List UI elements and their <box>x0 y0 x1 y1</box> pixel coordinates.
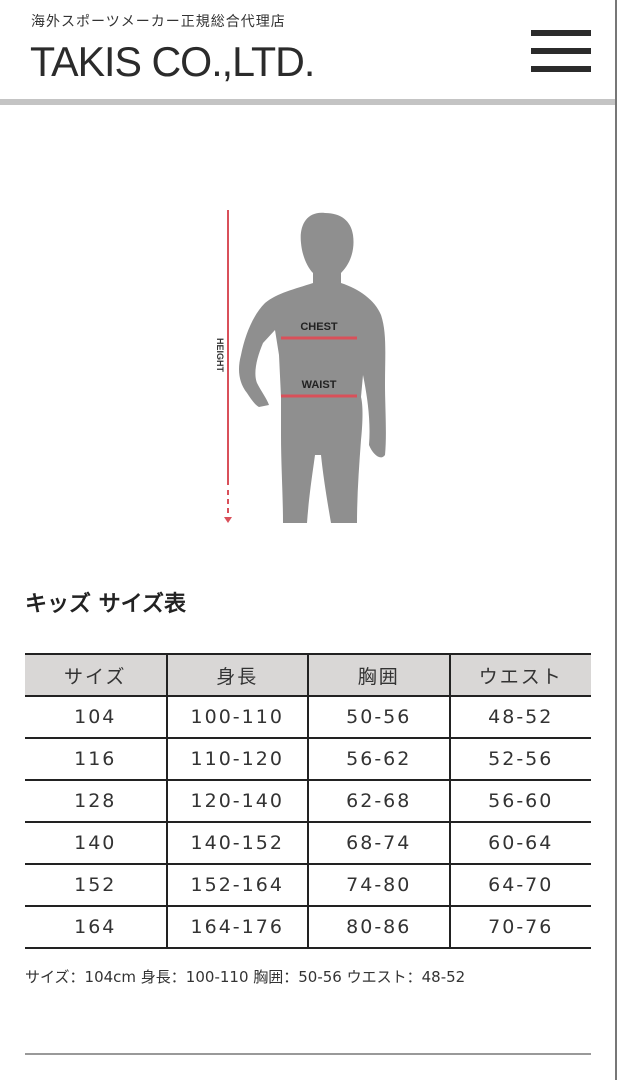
table-row: 104 100-110 50-56 48-52 <box>25 696 591 739</box>
tagline: 海外スポーツメーカー正規総合代理店 <box>31 14 286 30</box>
header-waist: ウエスト <box>448 653 591 697</box>
cell-waist: 48-52 <box>448 696 591 739</box>
size-note: サイズ：104cm 身長：100-110 胸囲：50-56 ウエスト：48-52 <box>25 968 466 986</box>
table-row: 140 140-152 68-74 60-64 <box>25 822 591 865</box>
cell-chest: 68-74 <box>307 822 451 865</box>
cell-chest: 62-68 <box>307 780 451 823</box>
right-border <box>615 0 617 1080</box>
cell-waist: 56-60 <box>448 780 591 823</box>
header-height: 身長 <box>165 653 309 697</box>
cell-waist: 70-76 <box>448 906 591 949</box>
table-row: 164 164-176 80-86 70-76 <box>25 906 591 949</box>
cell-chest: 50-56 <box>307 696 451 739</box>
table-row: 116 110-120 56-62 52-56 <box>25 738 591 781</box>
waist-label: WAIST <box>302 379 337 391</box>
cell-size: 128 <box>25 780 168 823</box>
table-row: 152 152-164 74-80 64-70 <box>25 864 591 907</box>
cell-height: 120-140 <box>165 780 309 823</box>
cell-chest: 80-86 <box>307 906 451 949</box>
cell-height: 100-110 <box>165 696 309 739</box>
header-size: サイズ <box>25 653 168 697</box>
child-silhouette <box>239 212 386 524</box>
cell-size: 104 <box>25 696 168 739</box>
body-measurement-figure: HEIGHT CHEST WAIST <box>215 210 386 524</box>
cell-height: 152-164 <box>165 864 309 907</box>
cell-size: 116 <box>25 738 168 781</box>
logo[interactable]: TAKIS CO.,LTD. <box>30 38 315 85</box>
cell-height: 140-152 <box>165 822 309 865</box>
table-header-row: サイズ 身長 胸囲 ウエスト <box>25 653 591 697</box>
size-table: サイズ 身長 胸囲 ウエスト 104 100-110 50-56 48-52 116 11… <box>25 653 591 949</box>
cell-waist: 64-70 <box>448 864 591 907</box>
cell-waist: 60-64 <box>448 822 591 865</box>
bottom-divider <box>25 1053 591 1055</box>
cell-height: 110-120 <box>165 738 309 781</box>
cell-chest: 56-62 <box>307 738 451 781</box>
section-title: キッズ サイズ表 <box>25 592 186 617</box>
cell-size: 140 <box>25 822 168 865</box>
cell-size: 152 <box>25 864 168 907</box>
cell-waist: 52-56 <box>448 738 591 781</box>
site-header: 海外スポーツメーカー正規総合代理店 TAKIS CO.,LTD. <box>0 0 615 100</box>
height-arrow <box>224 210 232 523</box>
height-label: HEIGHT <box>215 338 225 373</box>
cell-chest: 74-80 <box>307 864 451 907</box>
header-chest: 胸囲 <box>307 653 451 697</box>
cell-height: 164-176 <box>165 906 309 949</box>
table-row: 128 120-140 62-68 56-60 <box>25 780 591 823</box>
cell-size: 164 <box>25 906 168 949</box>
chest-label: CHEST <box>300 321 338 333</box>
hamburger-icon[interactable] <box>531 30 591 72</box>
header-divider <box>0 99 615 105</box>
